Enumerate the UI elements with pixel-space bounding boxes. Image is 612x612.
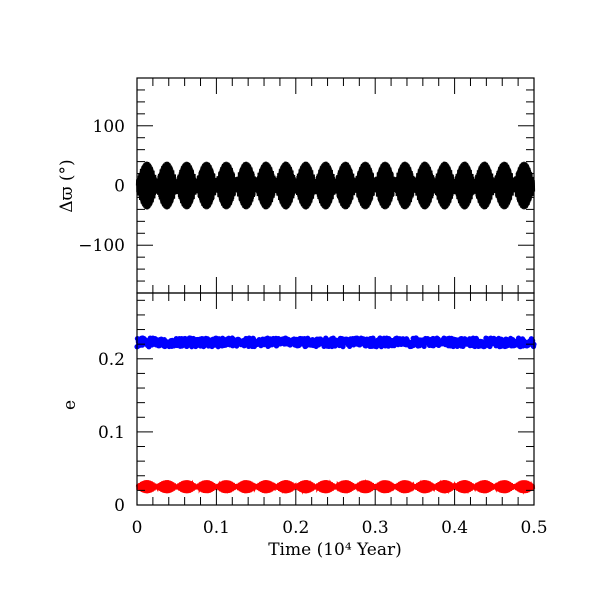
series-point	[237, 480, 256, 494]
series-point	[356, 480, 375, 494]
y-tick-label: 100	[93, 117, 125, 137]
series-point	[435, 161, 454, 210]
series-point	[157, 480, 176, 494]
series-point	[455, 480, 474, 494]
series-point	[237, 161, 256, 210]
series-point	[376, 480, 395, 494]
bottom-tick-labels: 0 0.1 0.2 0.3 0.4 0.5 0 0.1 0.2	[98, 350, 548, 538]
bottom-y-axis-label: e	[60, 400, 80, 410]
top-tick-labels: −100 0 100	[78, 117, 125, 256]
series-point	[396, 161, 414, 210]
series-point	[495, 161, 514, 210]
bottom-panel-frame	[136, 292, 535, 506]
series-point	[276, 480, 295, 494]
series-point	[356, 161, 375, 210]
y-tick-label: 0	[114, 496, 125, 516]
series-point	[336, 161, 355, 210]
bottom-panel: 0 0.1 0.2 0.3 0.4 0.5 0 0.1 0.2 e Time (10⁴ Year…	[60, 292, 548, 560]
bottom-ticks	[136, 293, 535, 506]
x-tick-label: 0.5	[520, 518, 547, 538]
series-point	[197, 161, 216, 210]
data-series-1	[134, 335, 537, 350]
y-tick-label: 0.2	[98, 350, 125, 370]
series-point	[157, 161, 176, 210]
y-tick-label: 0	[114, 177, 125, 197]
series-point	[257, 161, 275, 210]
x-axis-label: Time (10⁴ Year)	[268, 540, 402, 560]
x-tick-label: 0.2	[282, 518, 309, 538]
series-point	[336, 480, 355, 494]
x-tick-label: 0.3	[362, 518, 389, 538]
series-point	[296, 161, 315, 210]
data-series-2	[135, 478, 536, 495]
series-point	[316, 161, 335, 210]
series-point	[276, 161, 295, 210]
series-point	[316, 480, 335, 494]
top-panel: −100 0 100 Δϖ (°)	[57, 77, 536, 294]
series-point	[396, 480, 414, 494]
series-point	[177, 161, 196, 210]
top-y-axis-label: Δϖ (°)	[57, 159, 77, 212]
series-point	[415, 161, 434, 210]
series-point	[257, 480, 275, 494]
series-point	[217, 161, 236, 210]
series-point	[296, 480, 315, 494]
series-point	[435, 480, 454, 494]
series-point	[177, 480, 196, 494]
series-point	[137, 480, 156, 494]
series-point	[515, 480, 534, 494]
series-point	[197, 480, 216, 494]
y-tick-label: 0.1	[98, 423, 125, 443]
x-tick-label: 0.4	[441, 518, 468, 538]
series-point	[217, 480, 236, 494]
x-tick-label: 0.1	[203, 518, 230, 538]
series-point	[495, 480, 514, 494]
series-point	[455, 161, 474, 210]
series-point	[475, 161, 494, 210]
series-point	[475, 480, 494, 494]
series-point	[376, 161, 395, 210]
y-tick-label: −100	[78, 236, 125, 256]
series-point	[415, 480, 434, 494]
x-tick-label: 0	[132, 518, 143, 538]
